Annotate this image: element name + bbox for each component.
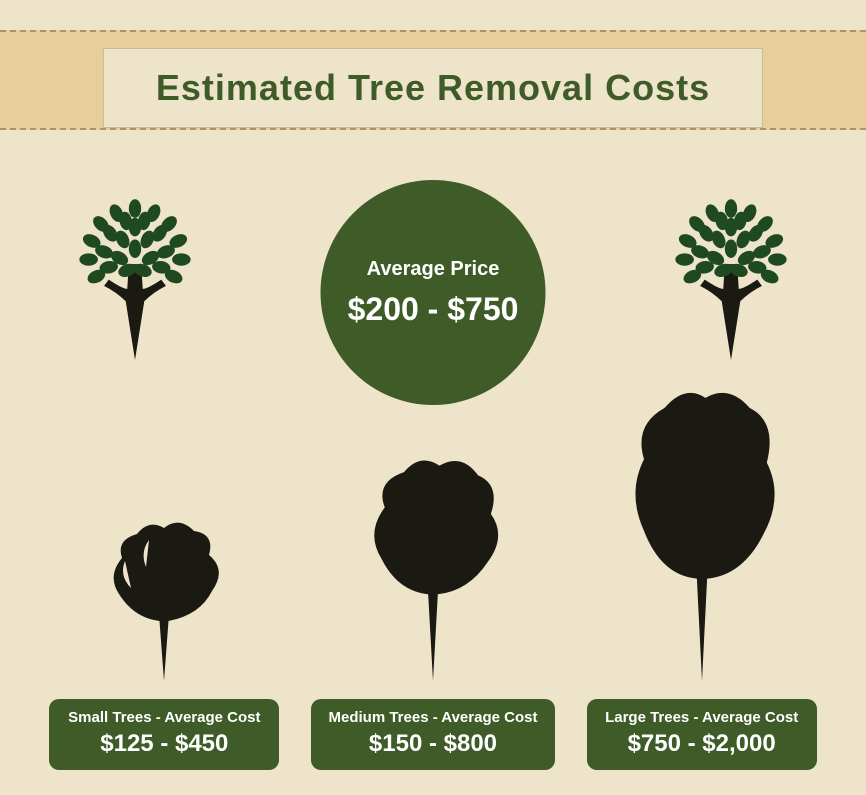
small-tree-column: Small Trees - Average Cost $125 - $450 [39,516,289,770]
header-banner: Estimated Tree Removal Costs [0,0,866,165]
medium-tree-pill: Medium Trees - Average Cost $150 - $800 [311,699,556,770]
medium-tree-icon [348,456,518,681]
small-tree-icon [89,516,239,681]
average-price-value: $200 - $750 [348,291,519,328]
content-area: Average Price $200 - $750 Small Trees - … [0,165,866,795]
average-price-circle: Average Price $200 - $750 [321,180,546,405]
medium-tree-price: $150 - $800 [329,730,538,758]
decorative-tree-right-icon [651,190,811,360]
decorative-tree-left-icon [55,190,215,360]
large-tree-pill: Large Trees - Average Cost $750 - $2,000 [587,699,817,770]
large-tree-column: Large Trees - Average Cost $750 - $2,000 [577,391,827,770]
size-row: Small Trees - Average Cost $125 - $450 M… [0,391,866,770]
large-tree-icon [607,391,797,681]
large-tree-label: Large Trees - Average Cost [605,709,799,726]
medium-tree-column: Medium Trees - Average Cost $150 - $800 [308,456,558,770]
small-tree-pill: Small Trees - Average Cost $125 - $450 [49,699,279,770]
large-tree-price: $750 - $2,000 [605,730,799,758]
average-price-label: Average Price [367,258,500,281]
small-tree-label: Small Trees - Average Cost [67,709,261,726]
small-tree-price: $125 - $450 [67,730,261,758]
title-box: Estimated Tree Removal Costs [103,48,763,128]
medium-tree-label: Medium Trees - Average Cost [329,709,538,726]
page-title: Estimated Tree Removal Costs [156,67,710,109]
